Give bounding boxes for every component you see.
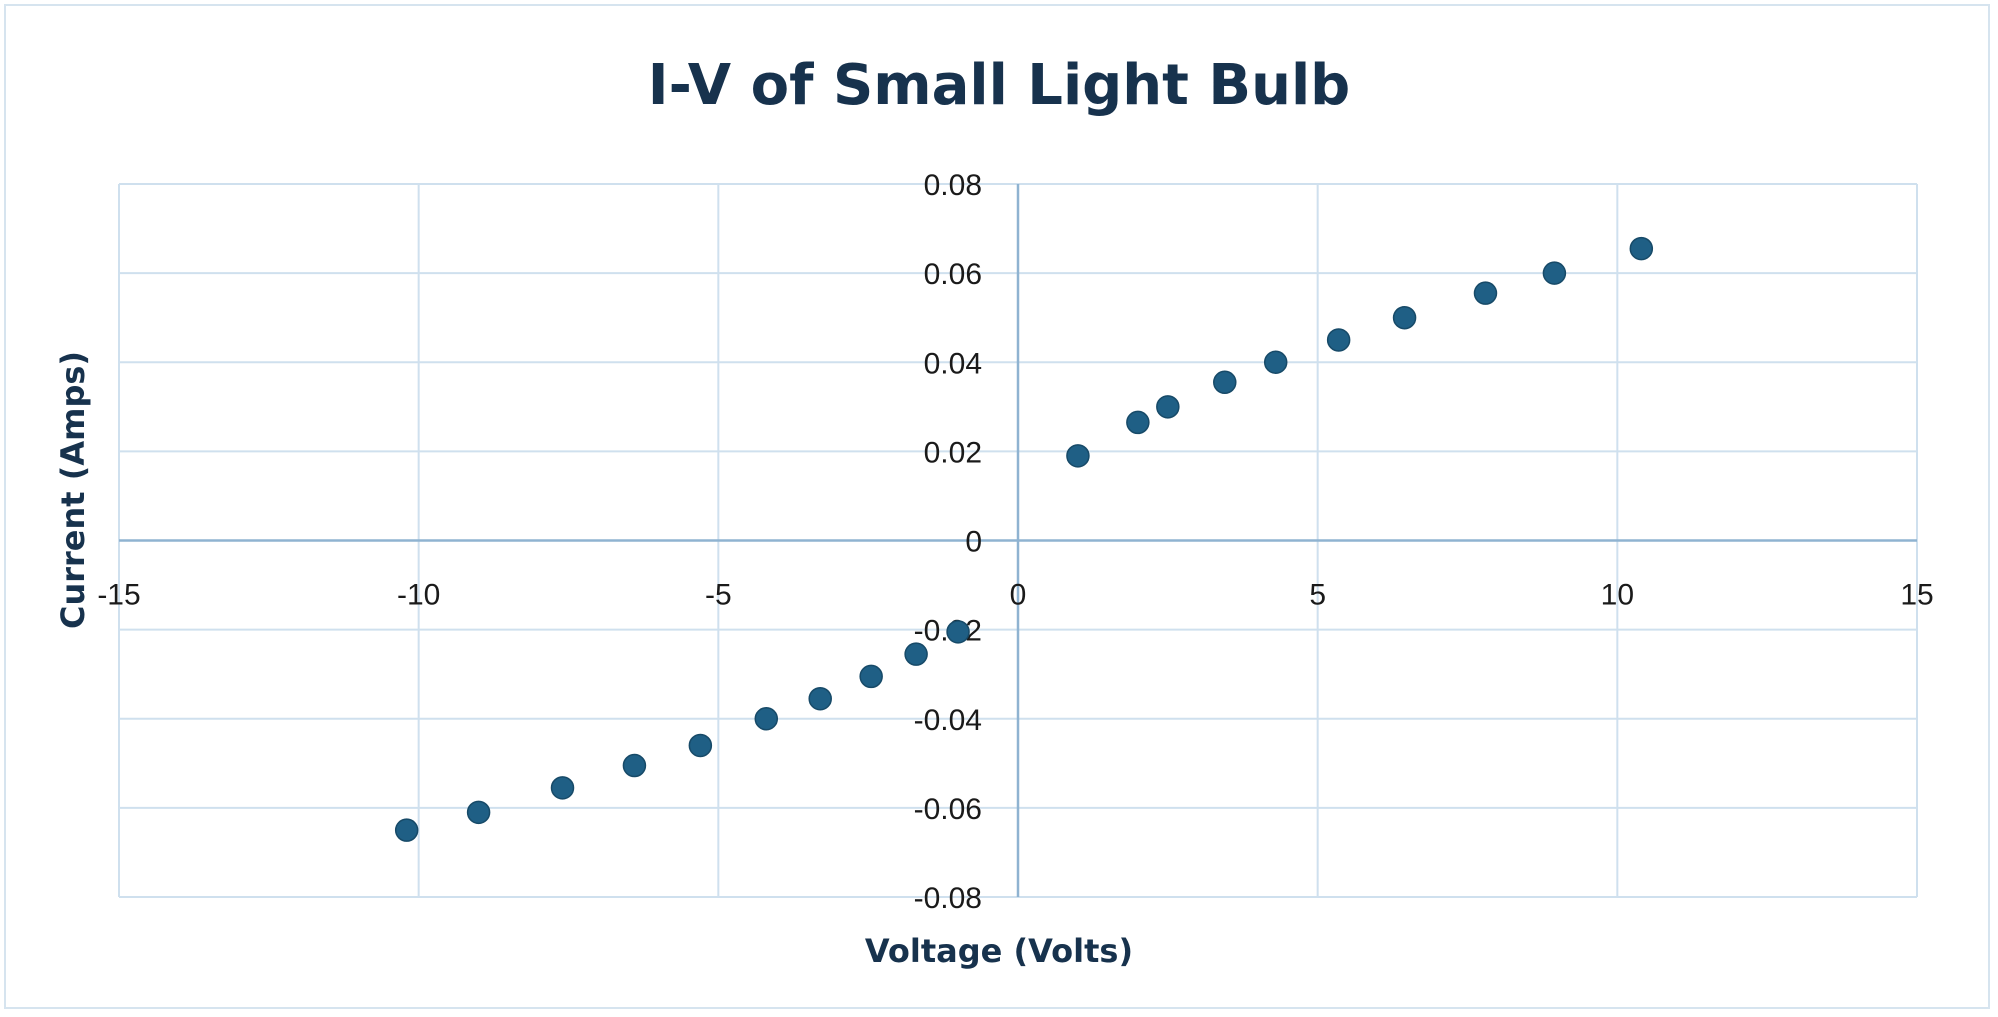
data-point bbox=[946, 620, 970, 644]
data-point bbox=[1066, 444, 1090, 468]
y-tick-label: -0.06 bbox=[914, 793, 982, 826]
data-point bbox=[394, 818, 419, 842]
data-point bbox=[754, 707, 779, 731]
data-point bbox=[622, 753, 647, 778]
y-tick-label: -0.04 bbox=[914, 704, 982, 737]
data-point bbox=[904, 642, 928, 666]
data-point bbox=[1213, 370, 1237, 395]
x-axis-title: Voltage (Volts) bbox=[865, 932, 1133, 970]
y-tick-label: 0.08 bbox=[924, 169, 982, 202]
chart-title: I-V of Small Light Bulb bbox=[648, 53, 1350, 118]
data-point bbox=[1473, 281, 1498, 305]
data-point bbox=[1629, 236, 1654, 261]
data-points bbox=[394, 236, 1654, 842]
data-point bbox=[1156, 395, 1180, 419]
x-tick-label: 10 bbox=[1601, 579, 1634, 612]
data-point bbox=[1126, 410, 1150, 435]
x-tick-label: 15 bbox=[1900, 579, 1933, 612]
data-point bbox=[1326, 328, 1351, 352]
y-tick-label: -0.08 bbox=[914, 882, 982, 915]
x-tick-label: -5 bbox=[705, 579, 732, 612]
y-tick-label: 0.04 bbox=[924, 347, 982, 380]
x-tick-label: -15 bbox=[97, 579, 140, 612]
y-axis-title: Current (Amps) bbox=[54, 351, 92, 629]
data-point bbox=[1263, 350, 1288, 374]
x-tick-label: 0 bbox=[1010, 579, 1027, 612]
data-point bbox=[808, 686, 832, 711]
axes bbox=[119, 184, 1917, 897]
y-tick-label: 0.02 bbox=[924, 436, 982, 469]
x-tick-label: 5 bbox=[1309, 579, 1326, 612]
data-point bbox=[688, 733, 713, 758]
y-tick-label: 0.06 bbox=[924, 258, 982, 291]
data-point bbox=[859, 664, 883, 689]
data-point bbox=[466, 800, 491, 825]
chart-frame bbox=[4, 4, 1990, 1009]
data-point bbox=[1542, 261, 1567, 285]
y-tick-labels: 0.080.060.040.020-0.02-0.04-0.06-0.08 bbox=[914, 169, 982, 915]
x-tick-label: -10 bbox=[397, 579, 440, 612]
data-point bbox=[1392, 305, 1417, 330]
x-tick-labels: -15 -10 -5 0 5 10 15 bbox=[97, 579, 1933, 612]
y-tick-label: 0 bbox=[965, 526, 982, 559]
data-point bbox=[550, 776, 575, 800]
